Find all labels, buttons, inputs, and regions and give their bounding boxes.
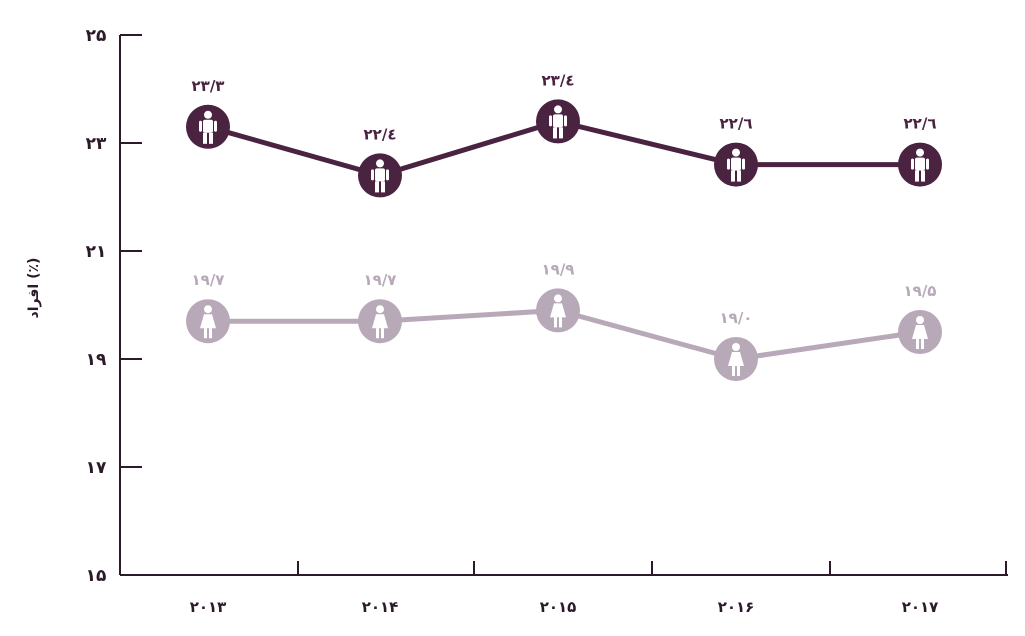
y-tick-label: ۱۵ — [86, 566, 107, 586]
x-tick-label: ۲۰۱۳ — [190, 598, 227, 616]
data-label: ۲۲/٤ — [364, 125, 397, 143]
x-tick-label: ۲۰۱۵ — [540, 598, 577, 616]
data-label: ۲۳/۳ — [192, 77, 225, 95]
male-person-icon — [898, 142, 942, 187]
male-person-icon — [536, 99, 580, 144]
data-label: ۱۹/۷ — [364, 271, 397, 289]
data-label: ۱۹/۰ — [720, 309, 753, 327]
male-person-icon — [358, 153, 402, 198]
female-person-icon — [358, 299, 402, 344]
y-tick-label: ۲۵ — [86, 26, 107, 46]
x-tick-label: ۲۰۱۷ — [902, 598, 939, 616]
x-tick-label: ۲۰۱۴ — [362, 598, 399, 616]
data-label: ۲۳/٤ — [542, 71, 575, 89]
y-axis-title: افراد (٪) — [26, 258, 42, 319]
y-tick-label: ۱۷ — [86, 458, 107, 478]
male-person-icon — [186, 104, 230, 149]
data-label: ۱۹/۵ — [904, 282, 937, 300]
data-label: ۱۹/۷ — [192, 271, 225, 289]
data-label: ۱۹/۹ — [542, 260, 575, 278]
female-person-icon — [186, 299, 230, 344]
axes: ۱۵ ۱۷ ۱۹ ۲۱ ۲۳ ۲۵ ۲۰۱۳ ۲۰۱۴ ۲۰۱۵ ۲۰۱۶ ۲۰۱۷ — [86, 26, 1008, 616]
data-label: ۲۲/٦ — [720, 115, 753, 133]
female-person-icon — [714, 337, 758, 381]
male-person-icon — [714, 142, 758, 187]
female-person-icon — [536, 288, 580, 333]
y-tick-label: ۲۱ — [86, 242, 107, 262]
female-person-icon — [898, 310, 942, 354]
series-layer: ۲۳/۳ ۲۲/٤ ۲۳/٤ ۲۲/٦ ۲۲/٦ ۱۹/۷ ۱۹/۷ ۱۹/۹ ۱۹/۰ ۱۹/۵ — [186, 71, 942, 381]
x-tick-label: ۲۰۱۶ — [718, 598, 755, 616]
y-tick-label: ۱۹ — [86, 350, 107, 370]
y-tick-label: ۲۳ — [86, 134, 107, 154]
data-label: ۲۲/٦ — [904, 115, 937, 133]
